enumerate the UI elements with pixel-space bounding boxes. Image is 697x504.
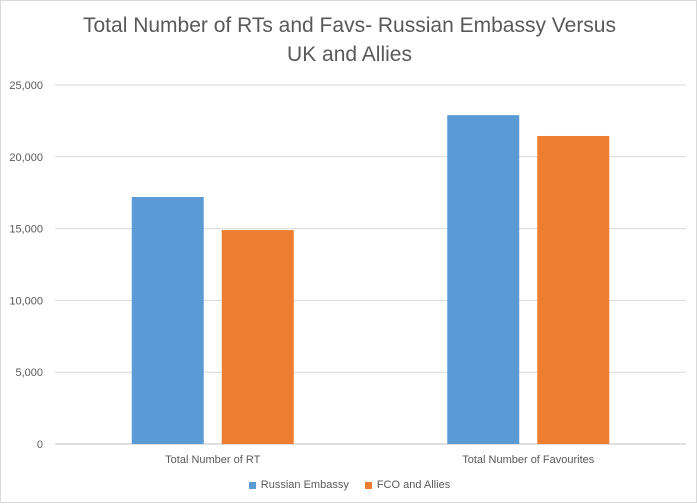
y-tick-label: 20,000 bbox=[9, 152, 43, 164]
legend-swatch-russian-embassy bbox=[248, 481, 256, 489]
bar-russian-embassy-1 bbox=[131, 197, 204, 444]
chart-title-line-2: UK and Allies bbox=[287, 43, 412, 66]
legend: Russian Embassy FCO and Allies bbox=[1, 479, 697, 491]
bar-russian-embassy-2 bbox=[447, 115, 520, 444]
y-tick-label: 0 bbox=[37, 439, 43, 451]
y-tick-label: 10,000 bbox=[9, 295, 43, 307]
bar-fco-and-allies-1 bbox=[221, 230, 294, 444]
legend-swatch-fco-and-allies bbox=[364, 481, 372, 489]
x-tick-label: Total Number of Favourites bbox=[462, 454, 595, 466]
legend-label-fco-and-allies: FCO and Allies bbox=[376, 479, 451, 491]
y-tick-label: 5,000 bbox=[15, 367, 43, 379]
y-tick-label: 25,000 bbox=[9, 80, 43, 92]
legend-label-russian-embassy: Russian Embassy bbox=[260, 479, 349, 491]
bar-fco-and-allies-2 bbox=[537, 135, 610, 444]
chart-title-line-1: Total Number of RTs and Favs- Russian Em… bbox=[83, 14, 616, 37]
x-tick-label: Total Number of RT bbox=[165, 454, 260, 466]
legend-item-russian-embassy: Russian Embassy bbox=[248, 479, 349, 491]
legend-item-fco-and-allies: FCO and Allies bbox=[364, 479, 451, 491]
y-tick-label: 15,000 bbox=[9, 224, 43, 236]
chart-title: Total Number of RTs and Favs- Russian Em… bbox=[1, 11, 697, 69]
